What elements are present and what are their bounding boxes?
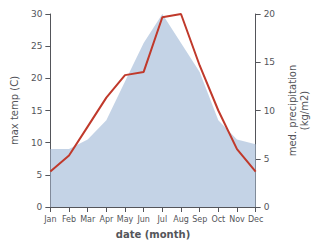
svg-text:Jul: Jul — [157, 215, 168, 224]
svg-text:Mar: Mar — [80, 215, 96, 224]
svg-text:Feb: Feb — [62, 215, 76, 224]
svg-text:10: 10 — [31, 138, 43, 148]
svg-text:Sep: Sep — [192, 215, 207, 224]
svg-text:5: 5 — [37, 170, 43, 180]
svg-text:May: May — [117, 215, 134, 224]
svg-text:Nov: Nov — [229, 215, 245, 224]
svg-text:max temp (C): max temp (C) — [9, 76, 20, 145]
svg-text:Apr: Apr — [99, 215, 114, 224]
svg-text:0: 0 — [264, 202, 270, 212]
svg-text:Jan: Jan — [43, 215, 56, 224]
svg-text:25: 25 — [31, 41, 42, 51]
svg-text:5: 5 — [264, 154, 270, 164]
svg-text:Jun: Jun — [136, 215, 150, 224]
svg-text:med. precipitation: med. precipitation — [287, 65, 298, 157]
svg-text:20: 20 — [264, 9, 276, 19]
svg-text:Aug: Aug — [173, 215, 189, 224]
svg-text:date (month): date (month) — [116, 229, 190, 240]
svg-text:20: 20 — [31, 73, 43, 83]
svg-text:Dec: Dec — [248, 215, 263, 224]
svg-text:(kg/m2): (kg/m2) — [299, 91, 310, 131]
svg-text:15: 15 — [31, 106, 42, 116]
svg-text:0: 0 — [37, 202, 43, 212]
svg-text:10: 10 — [264, 106, 276, 116]
svg-text:30: 30 — [31, 9, 43, 19]
svg-text:Oct: Oct — [211, 215, 225, 224]
svg-text:15: 15 — [264, 57, 275, 67]
